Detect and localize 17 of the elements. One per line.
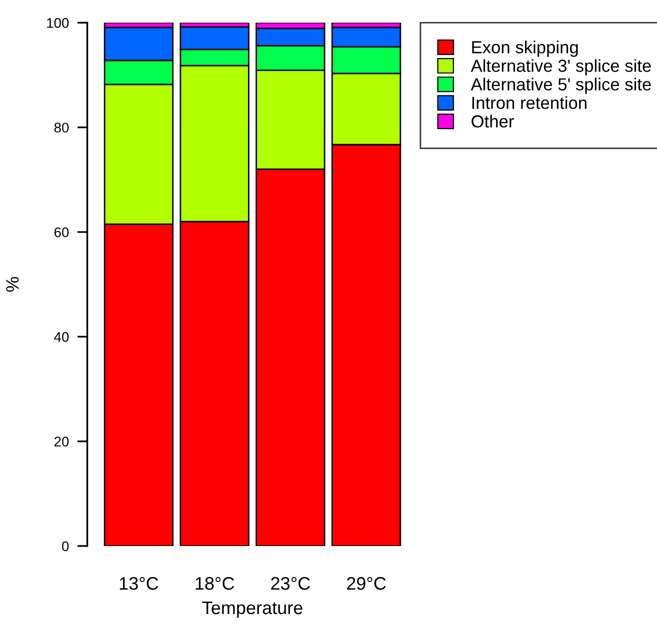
y-axis-title: % [6, 276, 19, 292]
legend-label: Intron retention [472, 96, 586, 110]
x-tick-label: 18°C [196, 577, 234, 590]
x-tick-label: 23°C [271, 577, 310, 590]
legend-label: Exon skipping [472, 40, 578, 57]
legend-label: Alternative 3' splice site [470, 59, 651, 76]
legend-label: Other [472, 114, 514, 128]
y-tick-label: 80 [54, 122, 69, 133]
y-tick-label: 0 [62, 541, 69, 552]
x-tick-label: 29°C [347, 577, 386, 590]
x-axis-title: Temperature [202, 602, 302, 618]
y-tick-label: 40 [54, 332, 69, 342]
y-tick-label: 20 [54, 436, 69, 447]
x-tick-label: 13°C [120, 577, 158, 590]
y-tick-label: 100 [47, 18, 69, 28]
y-tick-label: 60 [54, 227, 69, 238]
legend-label: Alternative 5' splice site [470, 78, 651, 94]
